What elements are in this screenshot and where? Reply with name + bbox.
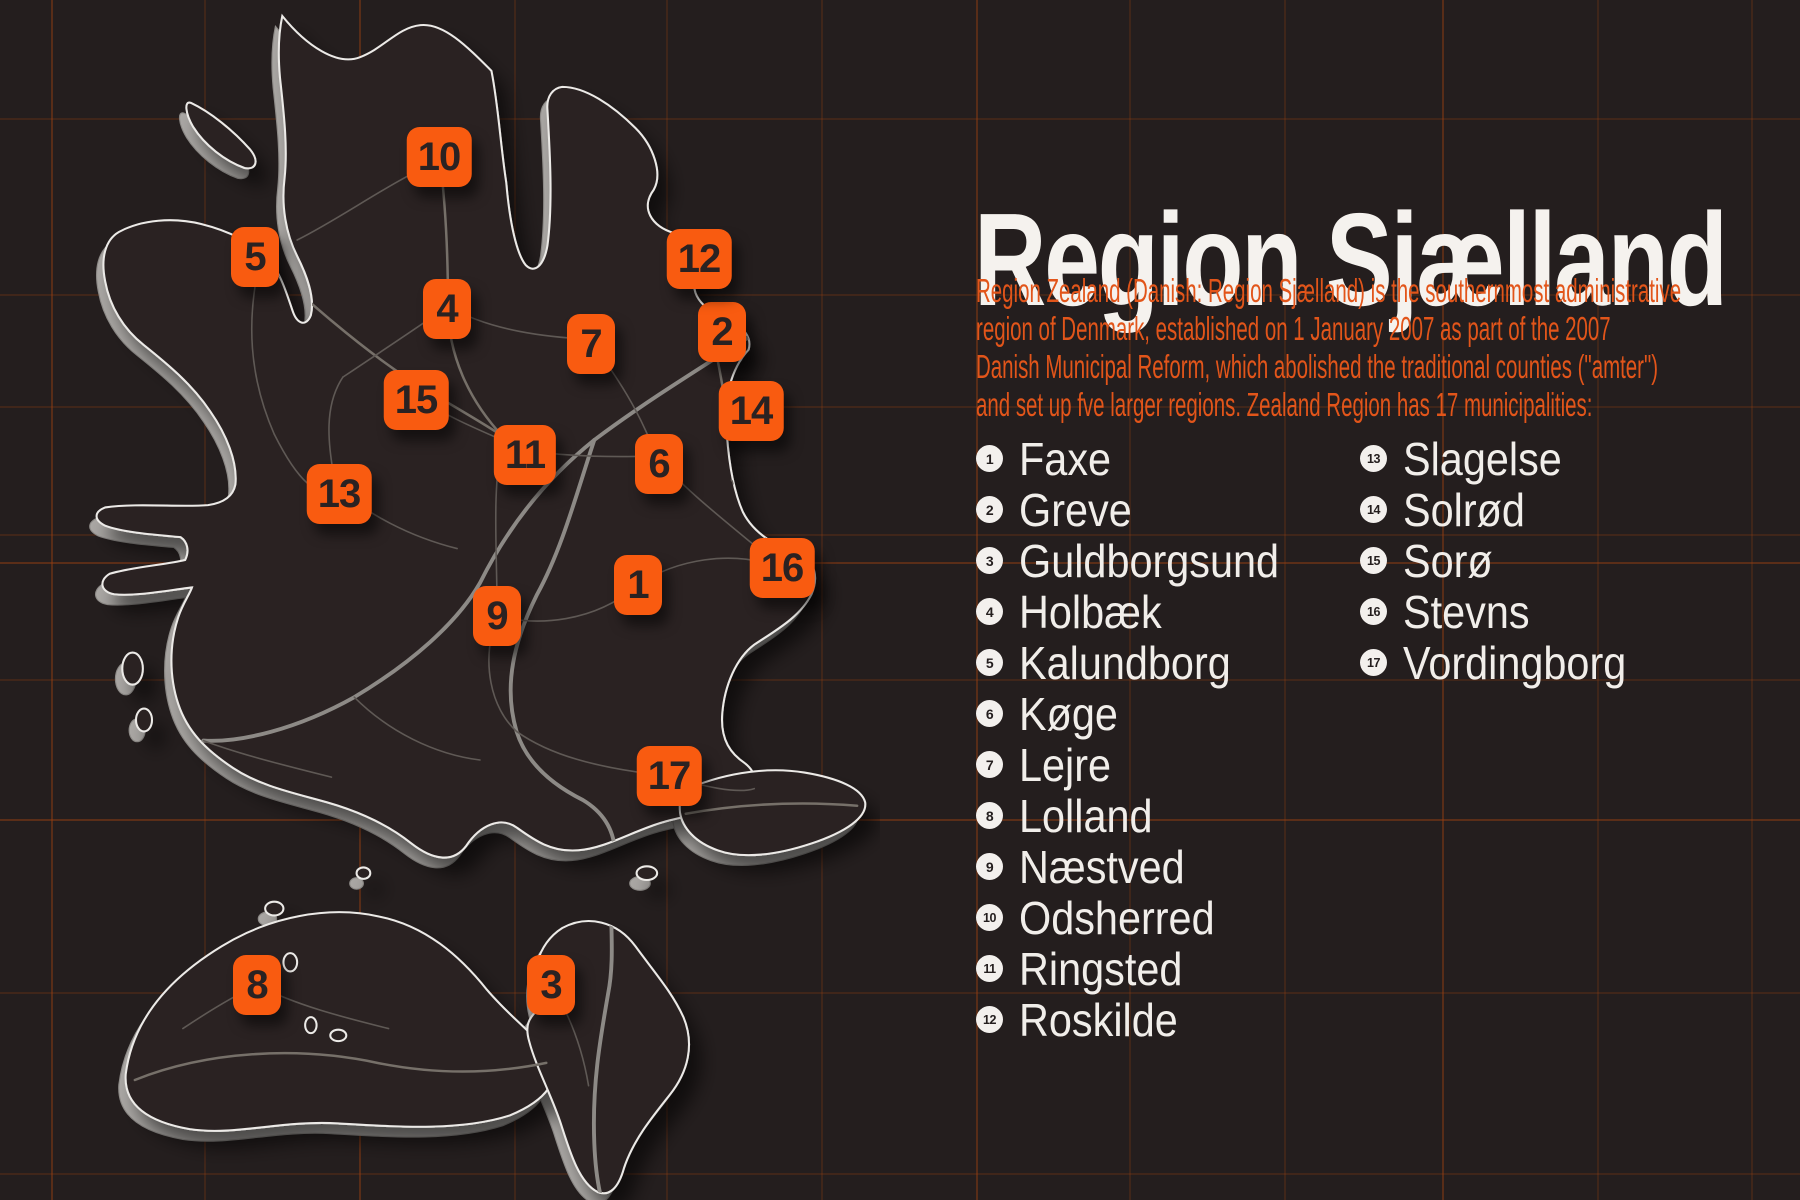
map-marker-7[interactable]: 7 (567, 314, 615, 374)
map-marker-17[interactable]: 17 (636, 746, 702, 806)
municipality-number-badge: 6 (976, 700, 1003, 727)
map-marker-1[interactable]: 1 (614, 555, 662, 615)
municipality-name: Greve (1019, 483, 1132, 536)
municipality-number-badge: 7 (976, 751, 1003, 778)
map-marker-13[interactable]: 13 (306, 464, 372, 524)
municipality-row-holbæk[interactable]: 4 Holbæk (976, 586, 1308, 637)
map-marker-15[interactable]: 15 (383, 370, 449, 430)
intro-line: region of Denmark, established on 1 Janu… (976, 310, 1611, 347)
map-marker-4[interactable]: 4 (423, 279, 471, 339)
municipality-row-greve[interactable]: 2 Greve (976, 484, 1308, 535)
municipality-number-badge: 5 (976, 649, 1003, 676)
municipality-row-lejre[interactable]: 7 Lejre (976, 739, 1308, 790)
municipality-number-badge: 14 (1360, 496, 1387, 523)
municipality-number-badge: 4 (976, 598, 1003, 625)
municipality-name: Holbæk (1019, 585, 1162, 638)
municipality-number-badge: 1 (976, 445, 1003, 472)
municipality-row-vordingborg[interactable]: 17 Vordingborg (1360, 637, 1651, 688)
zealand-map (89, 13, 867, 1200)
municipality-number-badge: 12 (976, 1006, 1003, 1033)
map-marker-3[interactable]: 3 (527, 955, 575, 1015)
municipality-name: Stevns (1403, 585, 1530, 638)
map-marker-16[interactable]: 16 (749, 538, 815, 598)
intro-line: Danish Municipal Reform, which abolished… (976, 348, 1659, 385)
municipality-row-faxe[interactable]: 1 Faxe (976, 433, 1308, 484)
intro-line: and set up fve larger regions. Zealand R… (976, 386, 1593, 423)
map-marker-8[interactable]: 8 (233, 955, 281, 1015)
municipality-row-solrød[interactable]: 14 Solrød (1360, 484, 1651, 535)
municipality-number-badge: 8 (976, 802, 1003, 829)
intro-line: Region Zealand (Danish: Region Sjælland)… (976, 272, 1682, 309)
municipality-name: Guldborgsund (1019, 534, 1280, 587)
intro-paragraph: Region Zealand (Danish: Region Sjælland)… (976, 272, 1800, 424)
municipality-row-kalundborg[interactable]: 5 Kalundborg (976, 637, 1308, 688)
municipality-name: Næstved (1019, 840, 1185, 893)
municipality-number-badge: 13 (1360, 445, 1387, 472)
municipality-row-guldborgsund[interactable]: 3 Guldborgsund (976, 535, 1308, 586)
map-marker-6[interactable]: 6 (635, 434, 683, 494)
map-marker-2[interactable]: 2 (698, 302, 746, 362)
municipality-number-badge: 15 (1360, 547, 1387, 574)
municipality-name: Odsherred (1019, 891, 1215, 944)
municipality-name: Roskilde (1019, 993, 1178, 1046)
municipality-row-næstved[interactable]: 9 Næstved (976, 841, 1308, 892)
municipality-name: Køge (1019, 687, 1118, 740)
municipality-row-stevns[interactable]: 16 Stevns (1360, 586, 1651, 637)
municipality-name: Lejre (1019, 738, 1112, 791)
municipality-name: Vordingborg (1403, 636, 1627, 689)
municipality-row-lolland[interactable]: 8 Lolland (976, 790, 1308, 841)
municipality-row-odsherred[interactable]: 10 Odsherred (976, 892, 1308, 943)
municipality-number-badge: 16 (1360, 598, 1387, 625)
map-marker-5[interactable]: 5 (231, 227, 279, 287)
municipality-name: Sorø (1403, 534, 1493, 587)
map-marker-9[interactable]: 9 (473, 586, 521, 646)
land-surface (95, 13, 867, 1195)
municipality-number-badge: 10 (976, 904, 1003, 931)
municipality-row-ringsted[interactable]: 11 Ringsted (976, 943, 1308, 994)
map-marker-12[interactable]: 12 (666, 229, 732, 289)
municipality-name: Faxe (1019, 432, 1112, 485)
municipality-list-left: 1 Faxe 2 Greve 3 Guldborgsund 4 Holbæk 5 Kalundbo… (976, 433, 1308, 1045)
municipality-number-badge: 2 (976, 496, 1003, 523)
municipality-number-badge: 9 (976, 853, 1003, 880)
municipality-number-badge: 17 (1360, 649, 1387, 676)
page-title: Region Sjælland (974, 186, 1728, 334)
map-marker-14[interactable]: 14 (718, 381, 784, 441)
municipality-name: Lolland (1019, 789, 1153, 842)
municipality-name: Solrød (1403, 483, 1525, 536)
municipality-name: Kalundborg (1019, 636, 1231, 689)
municipality-row-sorø[interactable]: 15 Sorø (1360, 535, 1651, 586)
municipality-row-køge[interactable]: 6 Køge (976, 688, 1308, 739)
municipality-name: Slagelse (1403, 432, 1562, 485)
municipality-number-badge: 3 (976, 547, 1003, 574)
map-marker-10[interactable]: 10 (406, 127, 472, 187)
municipality-row-slagelse[interactable]: 13 Slagelse (1360, 433, 1651, 484)
municipality-row-roskilde[interactable]: 12 Roskilde (976, 994, 1308, 1045)
map-marker-11[interactable]: 11 (493, 425, 557, 485)
municipality-number-badge: 11 (976, 955, 1003, 982)
municipality-name: Ringsted (1019, 942, 1183, 995)
municipality-list-right: 13 Slagelse 14 Solrød 15 Sorø 16 Stevns 17 Vordin… (1360, 433, 1651, 688)
